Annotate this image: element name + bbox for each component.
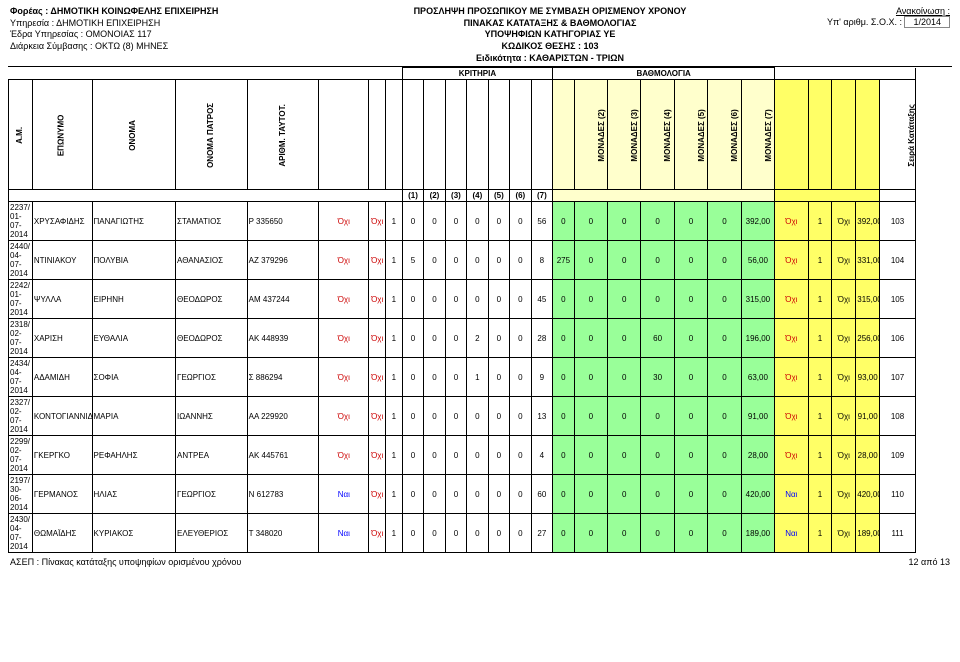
col-header: ΑΝΗΛΙΚΑ ΤΕΚΝΑ (αριθμ. ανήλικων τέκνων) — [467, 80, 488, 190]
col-header: ΑΡΙΘΜ. ΤΑΥΤΟΤ. — [247, 80, 319, 190]
table-row: 2434/ 04-07-2014ΑΔΑΜΙΔΗΣΟΦΙΑΓΕΩΡΓΙΟΣΣ 88… — [9, 358, 952, 397]
table-row: 2440/ 04-07-2014ΝΤΙΝΙΑΚΟΥΠΟΛΥΒΙΑΑΘΑΝΑΣΙΟ… — [9, 241, 952, 280]
table-row: 2318/ 02-07-2014ΧΑΡΙΣΗΕΥΘΑΛΙΑΘΕΟΔΩΡΟΣΑΚ … — [9, 319, 952, 358]
col-header: ΟΝΟΜΑ ΠΑΤΡΟΣ — [176, 80, 248, 190]
header-left: Φορέας : ΔΗΜΟΤΙΚΗ ΚΟΙΝΩΦΕΛΗΣ ΕΠΙΧΕΙΡΗΣΗ … — [8, 4, 308, 66]
col-header: ΜΟΝΑΔΕΣ (7) — [741, 80, 775, 190]
table-row: 2327/ 02-07-2014ΚΟΝΤΟΓΙΑΝΝΙΔΟΥΜΑΡΙΑΙΩΑΝΝ… — [9, 397, 952, 436]
table-row: 2237/ 01-07-2014ΧΡΥΣΑΦΙΔΗΣΠΑΝΑΓΙΩΤΗΣΣΤΑΜ… — [9, 202, 952, 241]
criteria-num: (1) — [402, 190, 423, 202]
criteria-header-row: ΚΡΙΤΗΡΙΑ ΒΑΘΜΟΛΟΓΙΑ — [9, 68, 952, 80]
col-header: ΕΝΤΟΠΙΟΤΗΤΑ — [369, 80, 386, 190]
col-header: ΟΝΟΜΑ — [92, 80, 176, 190]
col-header: ΚΥΡΙΑ ΠΡΟΣΟΝΤΑ(1) / ΣΕΙΡΑ ΕΠΙΚΟΥΡΙΑΣ — [386, 80, 403, 190]
col-header: ΜΟΝΑΔΕΣ (1) — [553, 80, 574, 190]
col-header: ΓΟΝΕΑΣ ΜΟΝΟΓ/ΚΗΣ ΟΙΚΟΓΕΝΕΙΑΣ (αριθμ. τέκ… — [488, 80, 509, 190]
ranking-table: ΚΡΙΤΗΡΙΑ ΒΑΘΜΟΛΟΓΙΑ Α.Μ.ΕΠΩΝΥΜΟΟΝΟΜΑΟΝΟΜ… — [8, 67, 952, 553]
diarkeia: Διάρκεια Σύμβασης : ΟΚΤΩ (8) ΜΗΝΕΣ — [10, 41, 306, 53]
page-footer: ΑΣΕΠ : Πίνακας κατάταξης υποψηφίων ορισμ… — [8, 553, 952, 567]
col-header: ΕΜΠΕΙΡΙΑ (σε μήνες) — [531, 80, 553, 190]
vathmologia-header: ΒΑΘΜΟΛΟΓΙΑ — [553, 68, 775, 80]
col-header: ΕΠΩΝΥΜΟ — [32, 80, 92, 190]
header-center: ΠΡΟΣΛΗΨΗ ΠΡΟΣΩΠΙΚΟΥ ΜΕ ΣΥΜΒΑΣΗ ΟΡΙΣΜΕΝΟΥ… — [308, 4, 792, 66]
col-header: Σειρά Κατάταξης — [880, 80, 916, 190]
table-row: 2430/ 04-07-2014ΘΩΜΑΪΔΗΣΚΥΡΙΑΚΟΣΕΛΕΥΘΕΡΙ… — [9, 514, 952, 553]
criteria-num: (5) — [488, 190, 509, 202]
column-headers: Α.Μ.ΕΠΩΝΥΜΟΟΝΟΜΑΟΝΟΜΑ ΠΑΤΡΟΣΑΡΙΘΜ. ΤΑΥΤΟ… — [9, 80, 952, 190]
table-row: 2242/ 01-07-2014ΨΥΛΛΑΕΙΡΗΝΗΘΕΟΔΩΡΟΣΑΜ 43… — [9, 280, 952, 319]
col-header: ΧΡΟΝΟΣ ΑΝΕΡΓΙΑΣ (σε μήνες) — [402, 80, 423, 190]
sox-number: 1/2014 — [904, 16, 950, 28]
criteria-numbers: (1)(2)(3)(4)(5)(6)(7) — [9, 190, 952, 202]
col-header: ΜΟΝΑΔΕΣ (4) — [641, 80, 674, 190]
title-5: Ειδικότητα : ΚΑΘΑΡΙΣΤΩΝ - ΤΡΙΩΝ — [310, 53, 790, 65]
col-header: sort ΣΥΝΟΛΟ ΜΟΝΑΔΩΝ — [856, 80, 880, 190]
col-header: sort ΚΩΛΥΜΑ 8ΜΗΝΗΣ ΑΠΑΣΧΟΛΗΣΗΣ — [775, 80, 808, 190]
title-2: ΠΙΝΑΚΑΣ ΚΑΤΑΤΑΞΗΣ & ΒΑΘΜΟΛΟΓΙΑΣ — [310, 18, 790, 30]
ypiresia: Υπηρεσία : ΔΗΜΟΤΙΚΗ ΕΠΙΧΕΙΡΗΣΗ — [10, 18, 306, 30]
col-header: ΤΕΚΝΟ ΠΟΛΥΤΕΚΝΗΣ ΟΙΚΟΓΕΝΕΙΑΣ (αρ. τέκνων… — [445, 80, 466, 190]
col-header: ΤΕΚΝΟ ΜΟΝΟΓΟΝΕΪΚΗΣ ΟΙΚΟΓΕΝΕΙΑΣ (αρ. τέκν… — [510, 80, 531, 190]
title-3: ΥΠΟΨΗΦΙΩΝ ΚΑΤΗΓΟΡΙΑΣ ΥΕ — [310, 29, 790, 41]
table-row: 2299/ 02-07-2014ΓΚΕΡΓΚΟΡΕΦΑΗΛΗΣΑΝΤΡΕΑΑΚ … — [9, 436, 952, 475]
col-header: ΜΟΝΑΔΕΣ (2) — [574, 80, 607, 190]
header-right: Ανακοίνωση : Υπ' αριθμ. Σ.Ο.Χ. : 1/2014 — [792, 4, 952, 66]
col-header: ΜΟΝΑΔΕΣ (3) — [608, 80, 641, 190]
col-header: ΚΩΛΥΜΑ 8ΜΗΝΗΣ ΑΠΑΣΧΟΛΗΣΗΣ — [319, 80, 369, 190]
criteria-num: (7) — [531, 190, 553, 202]
anakoinosi: Ανακοίνωση : — [794, 6, 950, 16]
criteria-num: (4) — [467, 190, 488, 202]
col-header: sort ΚΥΡΙΟΣ η ΕΠΙΚΟΥΡΙΚΟΣ ΠΙΝΑΚΑΣ — [808, 80, 832, 190]
footer-left: ΑΣΕΠ : Πίνακας κατάταξης υποψηφίων ορισμ… — [10, 557, 241, 567]
yp-arithm: Υπ' αριθμ. Σ.Ο.Χ. : 1/2014 — [794, 16, 950, 28]
kritiria-header: ΚΡΙΤΗΡΙΑ — [402, 68, 552, 80]
criteria-num: (3) — [445, 190, 466, 202]
col-header: sort ΕΝΤΟΠΙΟΤΗΤΑ — [832, 80, 856, 190]
col-header: Α.Μ. — [9, 80, 33, 190]
col-header: ΠΟΛΥΤΕΚΝΟΣ (αριθμ. τέκνων) — [424, 80, 445, 190]
title-4: ΚΩΔΙΚΟΣ ΘΕΣΗΣ : 103 — [310, 41, 790, 53]
table-row: 2197/ 30-06-2014ΓΕΡΜΑΝΟΣΗΛΙΑΣΓΕΩΡΓΙΟΣΝ 6… — [9, 475, 952, 514]
forreas: Φορέας : ΔΗΜΟΤΙΚΗ ΚΟΙΝΩΦΕΛΗΣ ΕΠΙΧΕΙΡΗΣΗ — [10, 6, 306, 18]
edra: Έδρα Υπηρεσίας : ΟΜΟΝΟΙΑΣ 117 — [10, 29, 306, 41]
page-header: Φορέας : ΔΗΜΟΤΙΚΗ ΚΟΙΝΩΦΕΛΗΣ ΕΠΙΧΕΙΡΗΣΗ … — [8, 4, 952, 67]
footer-right: 12 από 13 — [909, 557, 950, 567]
title-1: ΠΡΟΣΛΗΨΗ ΠΡΟΣΩΠΙΚΟΥ ΜΕ ΣΥΜΒΑΣΗ ΟΡΙΣΜΕΝΟΥ… — [310, 6, 790, 18]
criteria-num: (6) — [510, 190, 531, 202]
col-header: ΜΟΝΑΔΕΣ (6) — [708, 80, 741, 190]
criteria-num: (2) — [424, 190, 445, 202]
col-header: ΜΟΝΑΔΕΣ (5) — [674, 80, 707, 190]
